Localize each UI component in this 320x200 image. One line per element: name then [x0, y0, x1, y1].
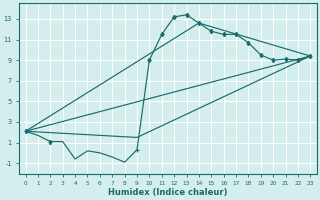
X-axis label: Humidex (Indice chaleur): Humidex (Indice chaleur) — [108, 188, 228, 197]
